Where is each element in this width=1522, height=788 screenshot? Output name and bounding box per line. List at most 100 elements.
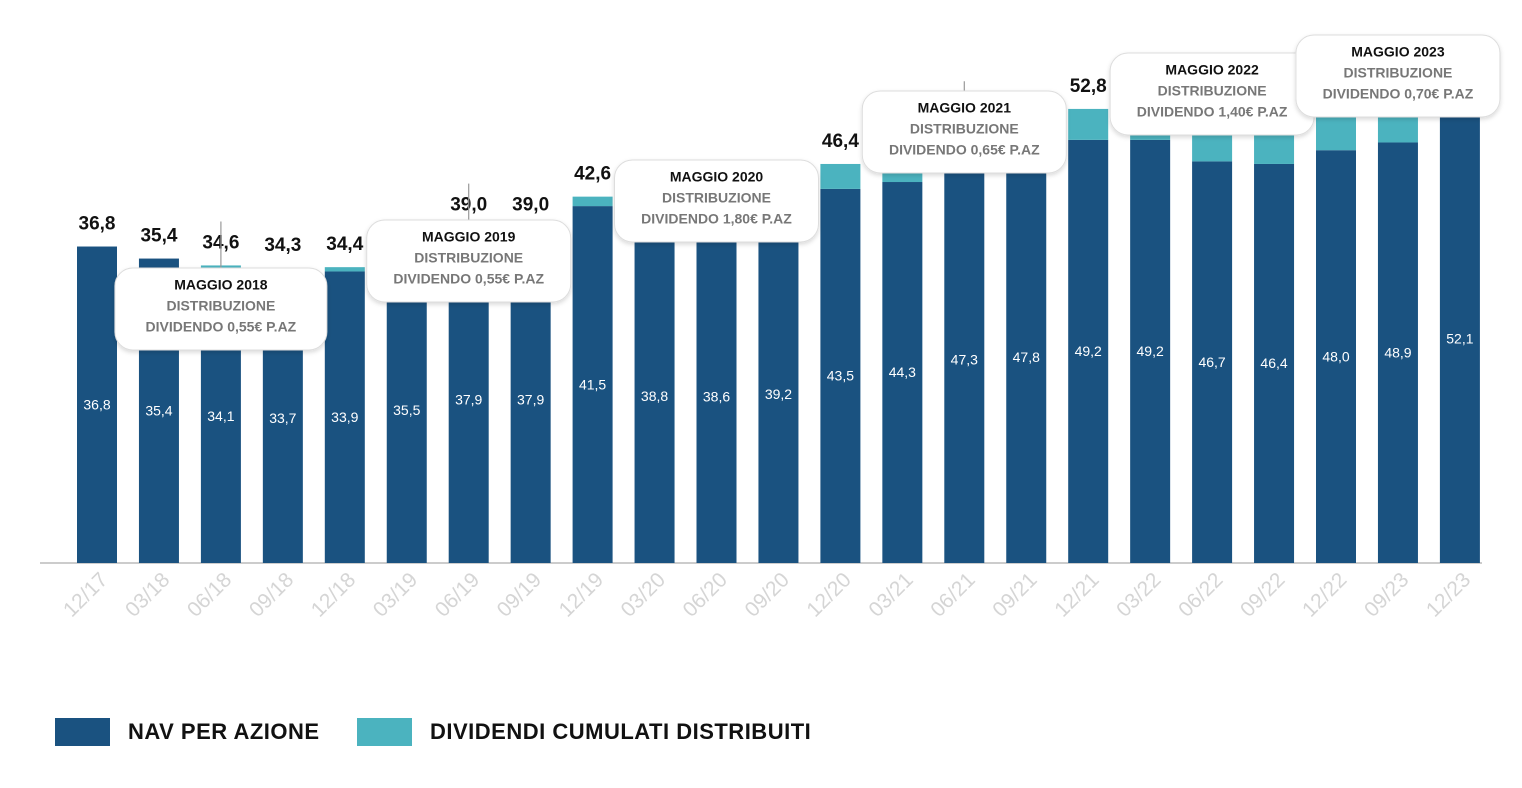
bar-value-label: 44,3 bbox=[889, 364, 916, 380]
bar-value-label: 46,4 bbox=[1260, 355, 1287, 371]
bar-segment bbox=[882, 182, 923, 563]
callout-text: DIVIDENDO 0,55€ P.AZ bbox=[146, 319, 297, 335]
bar-segment bbox=[1377, 142, 1418, 563]
x-tick-label: 12/18 bbox=[307, 568, 360, 621]
bar-segment bbox=[1316, 150, 1356, 563]
x-tick-label: 09/22 bbox=[1236, 568, 1289, 621]
callout-text: DIVIDENDO 0,55€ P.AZ bbox=[393, 271, 544, 287]
callout-box bbox=[1295, 34, 1501, 118]
callout-text: DISTRIBUZIONE bbox=[910, 121, 1019, 137]
total-label: 42,6 bbox=[574, 164, 611, 185]
callout-text: DISTRIBUZIONE bbox=[414, 250, 523, 266]
callout-text: MAGGIO 2023 bbox=[1351, 44, 1445, 60]
bar-segment bbox=[1068, 139, 1109, 563]
bar-value-label: 34,1 bbox=[207, 408, 234, 424]
bar-value-label: 39,2 bbox=[765, 386, 792, 402]
x-tick-label: 03/18 bbox=[121, 568, 174, 621]
total-label: 36,8 bbox=[79, 214, 116, 235]
callout-text: MAGGIO 2018 bbox=[174, 277, 268, 293]
x-tick-label: 12/19 bbox=[555, 568, 608, 621]
total-label: 46,4 bbox=[822, 131, 859, 152]
callout-box bbox=[114, 267, 328, 351]
bar-value-label: 47,8 bbox=[1013, 349, 1040, 365]
x-tick-label: 09/19 bbox=[493, 568, 546, 621]
x-tick-label: 03/19 bbox=[369, 568, 422, 621]
legend-label: DIVIDENDI CUMULATI DISTRIBUITI bbox=[430, 719, 811, 744]
x-tick-label: 12/17 bbox=[59, 568, 112, 621]
bar-value-label: 38,6 bbox=[703, 389, 730, 405]
bar-segment bbox=[1192, 161, 1233, 563]
bar-value-label: 33,7 bbox=[269, 410, 296, 426]
callout-text: DIVIDENDO 0,70€ P.AZ bbox=[1323, 86, 1474, 102]
bar-segment bbox=[820, 188, 861, 563]
callout-text: MAGGIO 2020 bbox=[670, 169, 764, 185]
bar-value-label: 36,8 bbox=[83, 396, 110, 412]
x-tick-label: 09/20 bbox=[740, 568, 793, 621]
x-tick-label: 12/21 bbox=[1050, 568, 1103, 621]
x-tick-label: 12/22 bbox=[1298, 568, 1351, 621]
callout-box bbox=[861, 90, 1067, 174]
callout-text: DISTRIBUZIONE bbox=[662, 190, 771, 206]
bar-value-label: 33,9 bbox=[331, 409, 358, 425]
bar-segment bbox=[1254, 163, 1295, 563]
bar-segment bbox=[386, 257, 427, 563]
bar-value-label: 37,9 bbox=[517, 392, 544, 408]
callout-text: DIVIDENDO 0,65€ P.AZ bbox=[889, 142, 1040, 158]
total-label: 35,4 bbox=[140, 226, 177, 247]
bar-segment bbox=[820, 163, 861, 189]
bar-segment bbox=[572, 206, 613, 563]
callout-box bbox=[366, 219, 572, 303]
x-tick-label: 12/23 bbox=[1422, 568, 1475, 621]
x-tick-label: 03/20 bbox=[617, 568, 670, 621]
legend-swatch bbox=[357, 718, 412, 746]
x-tick-label: 12/20 bbox=[802, 568, 855, 621]
callout-text: MAGGIO 2019 bbox=[422, 229, 516, 245]
legend-label: NAV PER AZIONE bbox=[128, 719, 320, 744]
x-tick-label: 06/20 bbox=[679, 568, 732, 621]
callout-text: DISTRIBUZIONE bbox=[1158, 83, 1267, 99]
x-tick-label: 06/22 bbox=[1174, 568, 1227, 621]
bar-segment bbox=[696, 231, 737, 564]
x-tick-label: 03/22 bbox=[1112, 568, 1165, 621]
bar-value-label: 49,2 bbox=[1137, 343, 1164, 359]
x-tick-label: 09/18 bbox=[245, 568, 298, 621]
bar-segment bbox=[634, 229, 675, 563]
x-tick-label: 06/18 bbox=[183, 568, 236, 621]
bar-value-label: 46,7 bbox=[1198, 354, 1225, 370]
x-tick-label: 06/21 bbox=[926, 568, 979, 621]
bar-value-label: 49,2 bbox=[1075, 343, 1102, 359]
bar-value-label: 47,3 bbox=[951, 351, 978, 367]
bar-segment bbox=[758, 225, 799, 563]
bar-value-label: 35,5 bbox=[393, 402, 420, 418]
callout-box bbox=[614, 159, 819, 243]
x-tick-label: 06/19 bbox=[431, 568, 484, 621]
callout-text: DIVIDENDO 1,80€ P.AZ bbox=[641, 211, 792, 227]
bar-segment bbox=[77, 246, 117, 563]
bar-segment bbox=[944, 156, 985, 563]
total-label: 34,4 bbox=[326, 234, 363, 255]
x-tick-label: 09/23 bbox=[1360, 568, 1413, 621]
bar-value-label: 52,1 bbox=[1446, 331, 1473, 347]
legend-swatch bbox=[55, 718, 110, 746]
bar-value-label: 38,8 bbox=[641, 388, 668, 404]
x-tick-label: 03/21 bbox=[864, 568, 917, 621]
bar-segment bbox=[324, 271, 365, 563]
callout-text: MAGGIO 2021 bbox=[918, 100, 1012, 116]
x-tick-label: 09/21 bbox=[988, 568, 1041, 621]
bar-segment bbox=[1130, 139, 1171, 563]
bar-value-label: 48,9 bbox=[1384, 344, 1411, 360]
callout-text: DIVIDENDO 1,40€ P.AZ bbox=[1137, 104, 1288, 120]
callout-text: DISTRIBUZIONE bbox=[1344, 65, 1453, 81]
bar-segment bbox=[1068, 108, 1109, 140]
bar-segment bbox=[572, 196, 613, 207]
bar-segment bbox=[1439, 114, 1480, 563]
total-label: 52,8 bbox=[1070, 76, 1107, 97]
bar-value-label: 48,0 bbox=[1322, 348, 1349, 364]
bar-value-label: 43,5 bbox=[827, 368, 854, 384]
total-label: 39,0 bbox=[512, 195, 549, 216]
total-label: 34,3 bbox=[264, 235, 301, 256]
bar-segment bbox=[324, 267, 365, 272]
callout-text: MAGGIO 2022 bbox=[1165, 62, 1259, 78]
bar-value-label: 37,9 bbox=[455, 392, 482, 408]
